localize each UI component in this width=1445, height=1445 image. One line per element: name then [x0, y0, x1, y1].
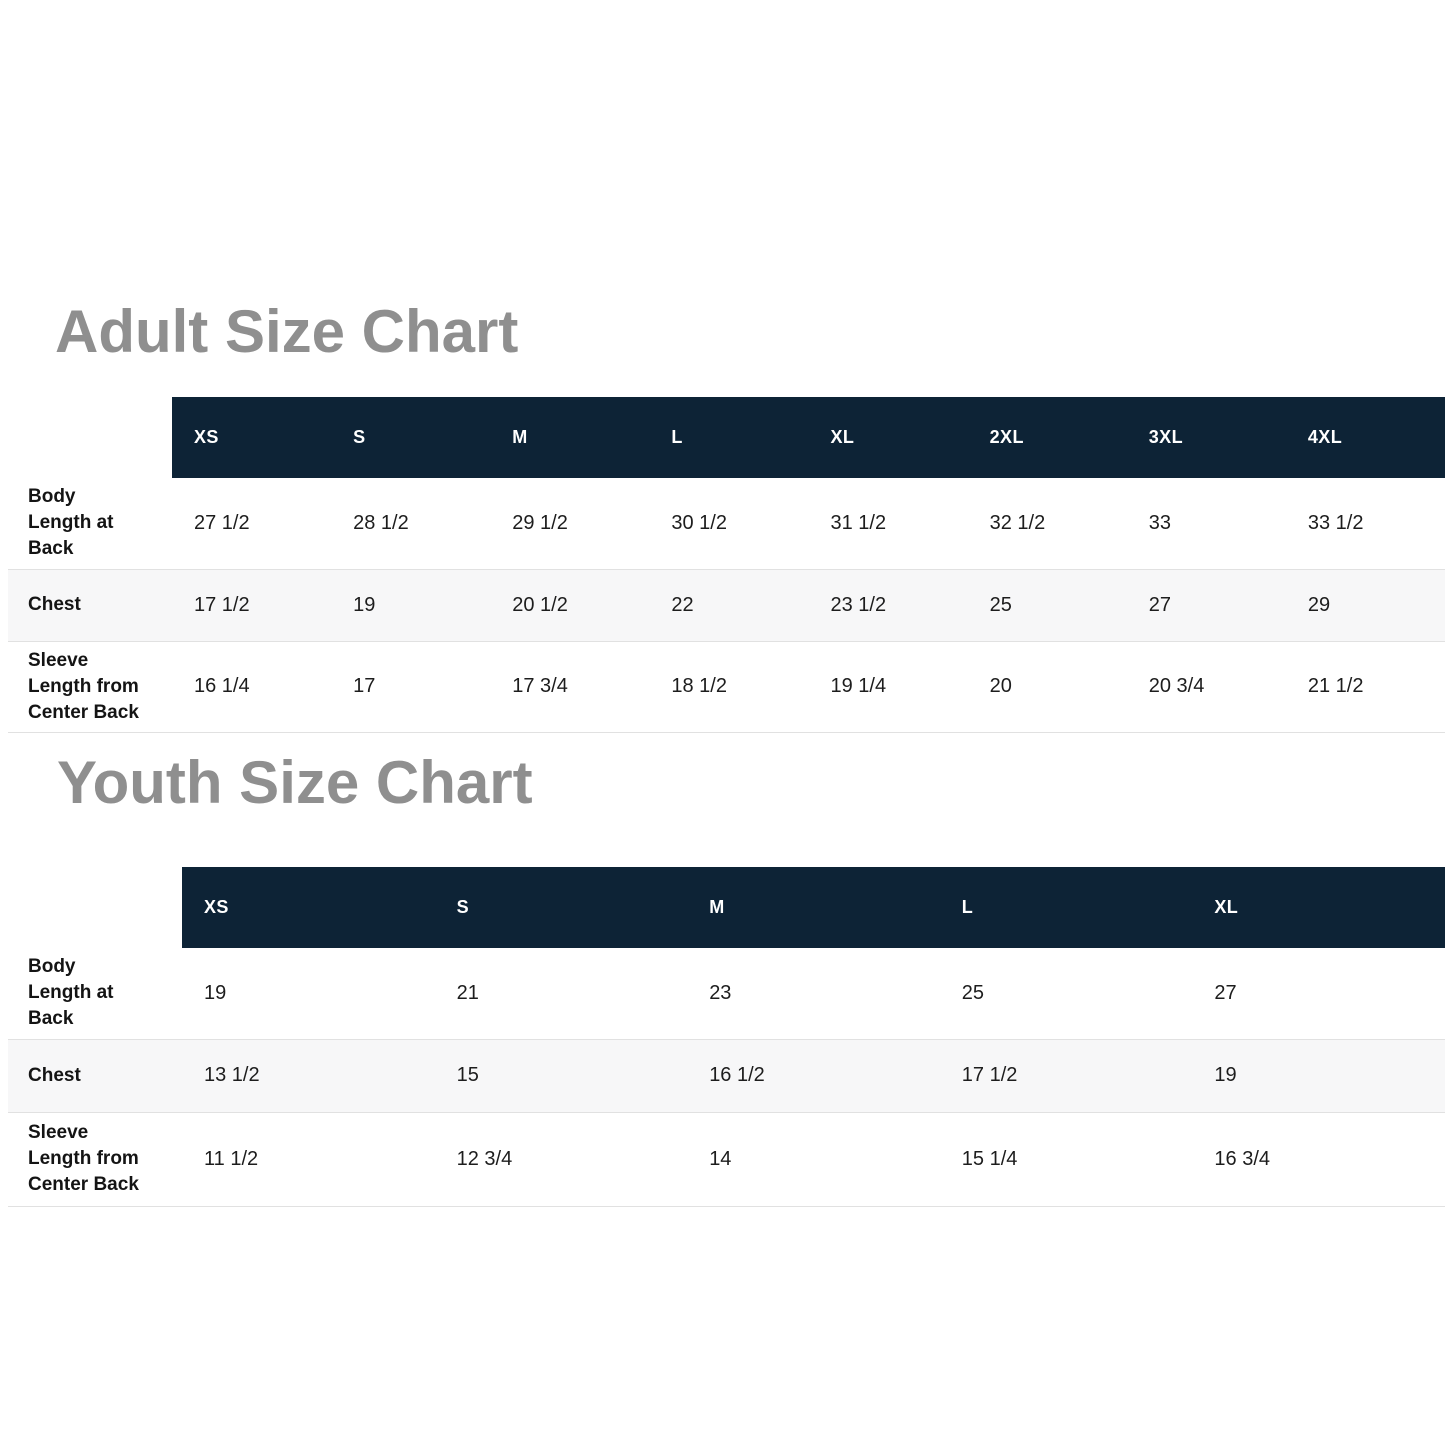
size-value-cell: 31 1/2	[830, 511, 887, 534]
size-value-cell: 19	[1214, 1064, 1237, 1087]
table-row: Chest 17 1/2 19 20 1/2 22 23 1/2 25 27 2…	[8, 569, 1445, 642]
youth-column-header-l: L	[961, 897, 974, 917]
size-value-cell: 27	[1214, 981, 1237, 1004]
size-value-cell: 19 1/4	[830, 675, 887, 698]
size-value-cell: 29 1/2	[512, 511, 568, 534]
size-value-cell: 13 1/2	[204, 1064, 260, 1087]
size-value-cell: 16 3/4	[1214, 1147, 1270, 1170]
row-label: Sleeve Length from Center Back	[28, 1121, 139, 1196]
youth-column-header-m: M	[709, 897, 725, 917]
adult-column-header-m: M	[512, 427, 528, 447]
row-label: Sleeve Length from Center Back	[28, 649, 139, 724]
size-value-cell: 12 3/4	[456, 1147, 513, 1170]
youth-size-chart-title: Youth Size Chart	[57, 749, 533, 816]
size-value-cell: 17 1/2	[194, 593, 250, 616]
adult-column-header-xl: XL	[830, 427, 855, 447]
table-row: Body Length at Back 27 1/2 28 1/2 29 1/2…	[8, 478, 1445, 570]
size-value-cell: 21 1/2	[1307, 675, 1364, 698]
size-value-cell: 20 1/2	[512, 593, 568, 616]
size-value-cell: 23	[709, 981, 732, 1004]
youth-size-table: XS S M L XL Body Length at Back 19 21 23…	[0, 867, 1445, 1207]
adult-column-header-4xl: 4XL	[1307, 427, 1343, 447]
size-value-cell: 19	[204, 981, 227, 1004]
size-value-cell: 27	[1148, 593, 1171, 616]
adult-column-header-l: L	[671, 427, 683, 447]
row-label: Chest	[28, 1064, 81, 1086]
table-row: Chest 13 1/2 15 16 1/2 17 1/2 19	[8, 1039, 1445, 1113]
size-value-cell: 16 1/4	[194, 675, 250, 698]
size-value-cell: 22	[671, 593, 694, 616]
table-row: Sleeve Length from Center Back 16 1/4 17…	[8, 641, 1445, 734]
adult-table-header-row: XS S M L XL 2XL 3XL 4XL	[172, 397, 1445, 478]
row-label: Chest	[28, 594, 81, 616]
adult-size-chart-title: Adult Size Chart	[55, 298, 519, 365]
size-value-cell: 11 1/2	[204, 1147, 259, 1170]
adult-column-header-2xl: 2XL	[989, 427, 1024, 447]
table-row: Body Length at Back 19 21 23 25 27	[8, 948, 1445, 1040]
size-value-cell: 19	[353, 593, 376, 616]
size-value-cell: 18 1/2	[671, 675, 727, 698]
size-value-cell: 33 1/2	[1307, 511, 1364, 534]
size-value-cell: 32 1/2	[989, 511, 1046, 534]
size-value-cell: 27 1/2	[194, 511, 250, 534]
youth-table-header-row: XS S M L XL	[182, 867, 1445, 948]
size-value-cell: 17	[353, 675, 376, 698]
youth-column-header-s: S	[456, 897, 469, 917]
size-value-cell: 15 1/4	[961, 1147, 1018, 1170]
adult-column-header-s: S	[353, 427, 366, 447]
size-value-cell: 25	[961, 981, 985, 1004]
adult-column-header-xs: XS	[194, 427, 219, 447]
youth-column-header-xs: XS	[204, 897, 229, 917]
size-value-cell: 17 1/2	[961, 1064, 1018, 1087]
size-value-cell: 16 1/2	[709, 1064, 765, 1087]
size-value-cell: 14	[709, 1147, 732, 1170]
size-value-cell: 30 1/2	[671, 511, 727, 534]
size-value-cell: 29	[1307, 593, 1331, 616]
size-value-cell: 21	[456, 981, 479, 1004]
row-label: Body Length at Back	[28, 486, 114, 560]
size-value-cell: 15	[456, 1064, 479, 1087]
table-row: Sleeve Length from Center Back 11 1/2 12…	[8, 1112, 1445, 1207]
size-value-cell: 20	[989, 675, 1012, 698]
youth-column-header-xl: XL	[1214, 897, 1239, 917]
size-value-cell: 28 1/2	[353, 511, 409, 534]
size-value-cell: 23 1/2	[830, 593, 887, 616]
adult-column-header-3xl: 3XL	[1148, 427, 1183, 447]
adult-size-table: XS S M L XL 2XL 3XL 4XL Body Length at B…	[0, 397, 1445, 734]
size-value-cell: 17 3/4	[512, 675, 568, 698]
size-value-cell: 20 3/4	[1148, 675, 1205, 698]
row-label: Body Length at Back	[28, 956, 114, 1030]
size-value-cell: 25	[989, 593, 1012, 616]
size-value-cell: 33	[1148, 511, 1171, 534]
